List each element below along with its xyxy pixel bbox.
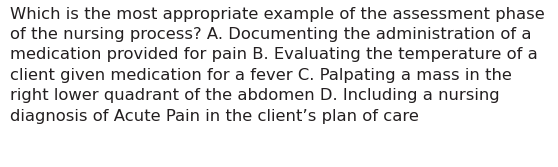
Text: Which is the most appropriate example of the assessment phase
of the nursing pro: Which is the most appropriate example of… [10,7,545,124]
